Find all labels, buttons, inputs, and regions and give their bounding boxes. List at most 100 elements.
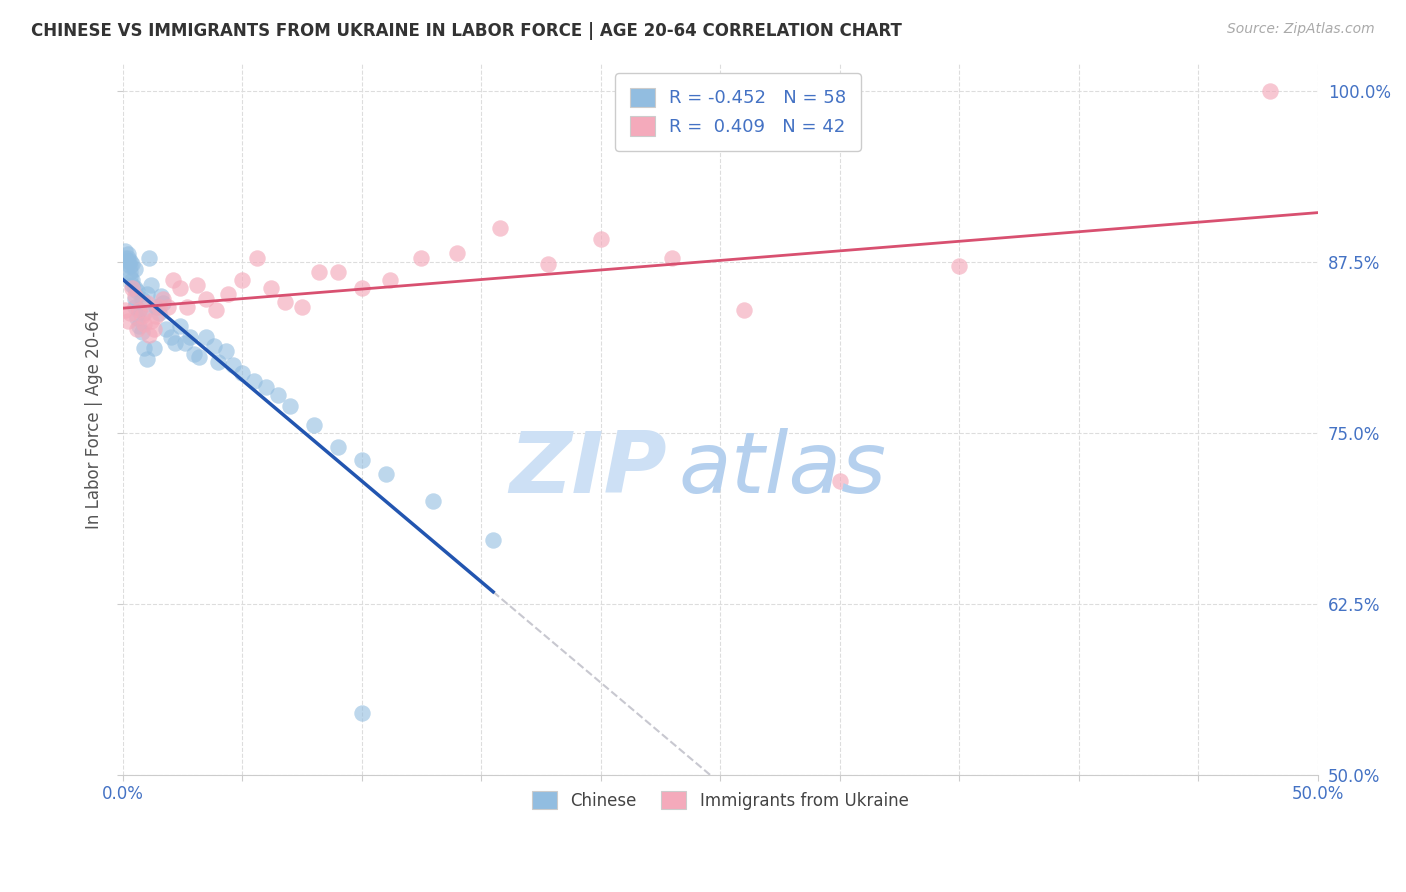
Point bbox=[446, 245, 468, 260]
Point bbox=[134, 306, 156, 320]
Point bbox=[350, 706, 373, 721]
Point bbox=[162, 273, 184, 287]
Point bbox=[121, 273, 143, 287]
Point bbox=[202, 338, 225, 352]
Point bbox=[165, 335, 187, 350]
Point bbox=[326, 265, 349, 279]
Point bbox=[291, 301, 314, 315]
Point bbox=[117, 314, 139, 328]
Point bbox=[489, 221, 512, 235]
Point bbox=[117, 247, 139, 261]
Point bbox=[326, 440, 349, 454]
Point bbox=[411, 251, 433, 265]
Point bbox=[117, 253, 139, 268]
Point bbox=[114, 244, 136, 259]
Point bbox=[118, 306, 141, 320]
Y-axis label: In Labor Force | Age 20-64: In Labor Force | Age 20-64 bbox=[86, 310, 103, 529]
Point bbox=[125, 311, 148, 326]
Point bbox=[134, 317, 156, 331]
Point bbox=[155, 322, 177, 336]
Point bbox=[176, 301, 198, 315]
Point bbox=[124, 281, 146, 295]
Point bbox=[118, 265, 141, 279]
Point bbox=[128, 303, 150, 318]
Point bbox=[186, 278, 208, 293]
Point bbox=[260, 281, 283, 295]
Point bbox=[128, 319, 150, 334]
Point bbox=[124, 262, 146, 277]
Point bbox=[135, 296, 157, 310]
Text: Source: ZipAtlas.com: Source: ZipAtlas.com bbox=[1227, 22, 1375, 37]
Point bbox=[118, 260, 141, 274]
Point bbox=[537, 257, 560, 271]
Point bbox=[267, 388, 290, 402]
Point bbox=[195, 330, 218, 344]
Point bbox=[254, 379, 277, 393]
Point bbox=[134, 342, 156, 356]
Point bbox=[141, 278, 163, 293]
Point bbox=[482, 533, 505, 547]
Point bbox=[278, 399, 301, 413]
Point bbox=[661, 251, 683, 265]
Point bbox=[214, 344, 236, 359]
Point bbox=[118, 270, 141, 285]
Point bbox=[118, 253, 141, 268]
Point bbox=[169, 319, 191, 334]
Point bbox=[173, 335, 195, 350]
Point bbox=[169, 281, 191, 295]
Point bbox=[205, 303, 228, 318]
Point bbox=[179, 330, 201, 344]
Text: ZIP: ZIP bbox=[509, 427, 666, 511]
Point bbox=[114, 251, 136, 265]
Point bbox=[828, 474, 851, 488]
Point bbox=[149, 289, 172, 303]
Point bbox=[145, 301, 167, 315]
Point bbox=[117, 251, 139, 265]
Point bbox=[159, 330, 181, 344]
Point bbox=[135, 352, 157, 367]
Point bbox=[231, 366, 253, 380]
Point bbox=[195, 292, 218, 306]
Point bbox=[1258, 84, 1281, 98]
Point bbox=[142, 342, 165, 356]
Point bbox=[217, 286, 239, 301]
Point bbox=[231, 273, 253, 287]
Point bbox=[148, 306, 170, 320]
Point bbox=[117, 257, 139, 271]
Text: CHINESE VS IMMIGRANTS FROM UKRAINE IN LABOR FORCE | AGE 20-64 CORRELATION CHART: CHINESE VS IMMIGRANTS FROM UKRAINE IN LA… bbox=[31, 22, 901, 40]
Point bbox=[145, 309, 167, 323]
Point bbox=[124, 292, 146, 306]
Point bbox=[350, 281, 373, 295]
Point bbox=[152, 292, 174, 306]
Point bbox=[121, 278, 143, 293]
Point bbox=[302, 417, 325, 432]
Point bbox=[131, 309, 153, 323]
Point bbox=[148, 301, 170, 315]
Point bbox=[188, 350, 211, 364]
Point bbox=[138, 251, 160, 265]
Point bbox=[589, 232, 612, 246]
Point bbox=[308, 265, 330, 279]
Point bbox=[114, 303, 136, 318]
Point bbox=[121, 257, 143, 271]
Point bbox=[422, 494, 444, 508]
Point bbox=[380, 273, 402, 287]
Point bbox=[138, 327, 160, 342]
Point bbox=[125, 322, 148, 336]
Point bbox=[141, 314, 163, 328]
Point bbox=[128, 303, 150, 318]
Point bbox=[948, 260, 970, 274]
Point bbox=[152, 296, 174, 310]
Point bbox=[221, 358, 243, 372]
Point bbox=[125, 284, 148, 298]
Point bbox=[374, 467, 396, 482]
Point bbox=[350, 453, 373, 467]
Point bbox=[733, 303, 755, 318]
Point bbox=[183, 347, 205, 361]
Point bbox=[274, 294, 297, 309]
Point bbox=[243, 374, 266, 388]
Point bbox=[245, 251, 267, 265]
Point bbox=[142, 322, 165, 336]
Point bbox=[121, 281, 143, 295]
Point bbox=[135, 286, 157, 301]
